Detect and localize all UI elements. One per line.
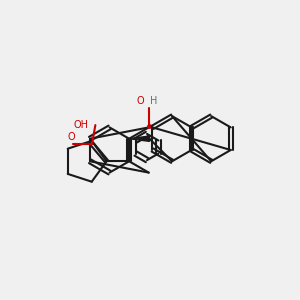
Polygon shape (129, 136, 149, 141)
Text: OH: OH (73, 120, 88, 130)
Text: O: O (68, 132, 76, 142)
Text: H: H (150, 96, 157, 106)
Text: O: O (137, 96, 145, 106)
